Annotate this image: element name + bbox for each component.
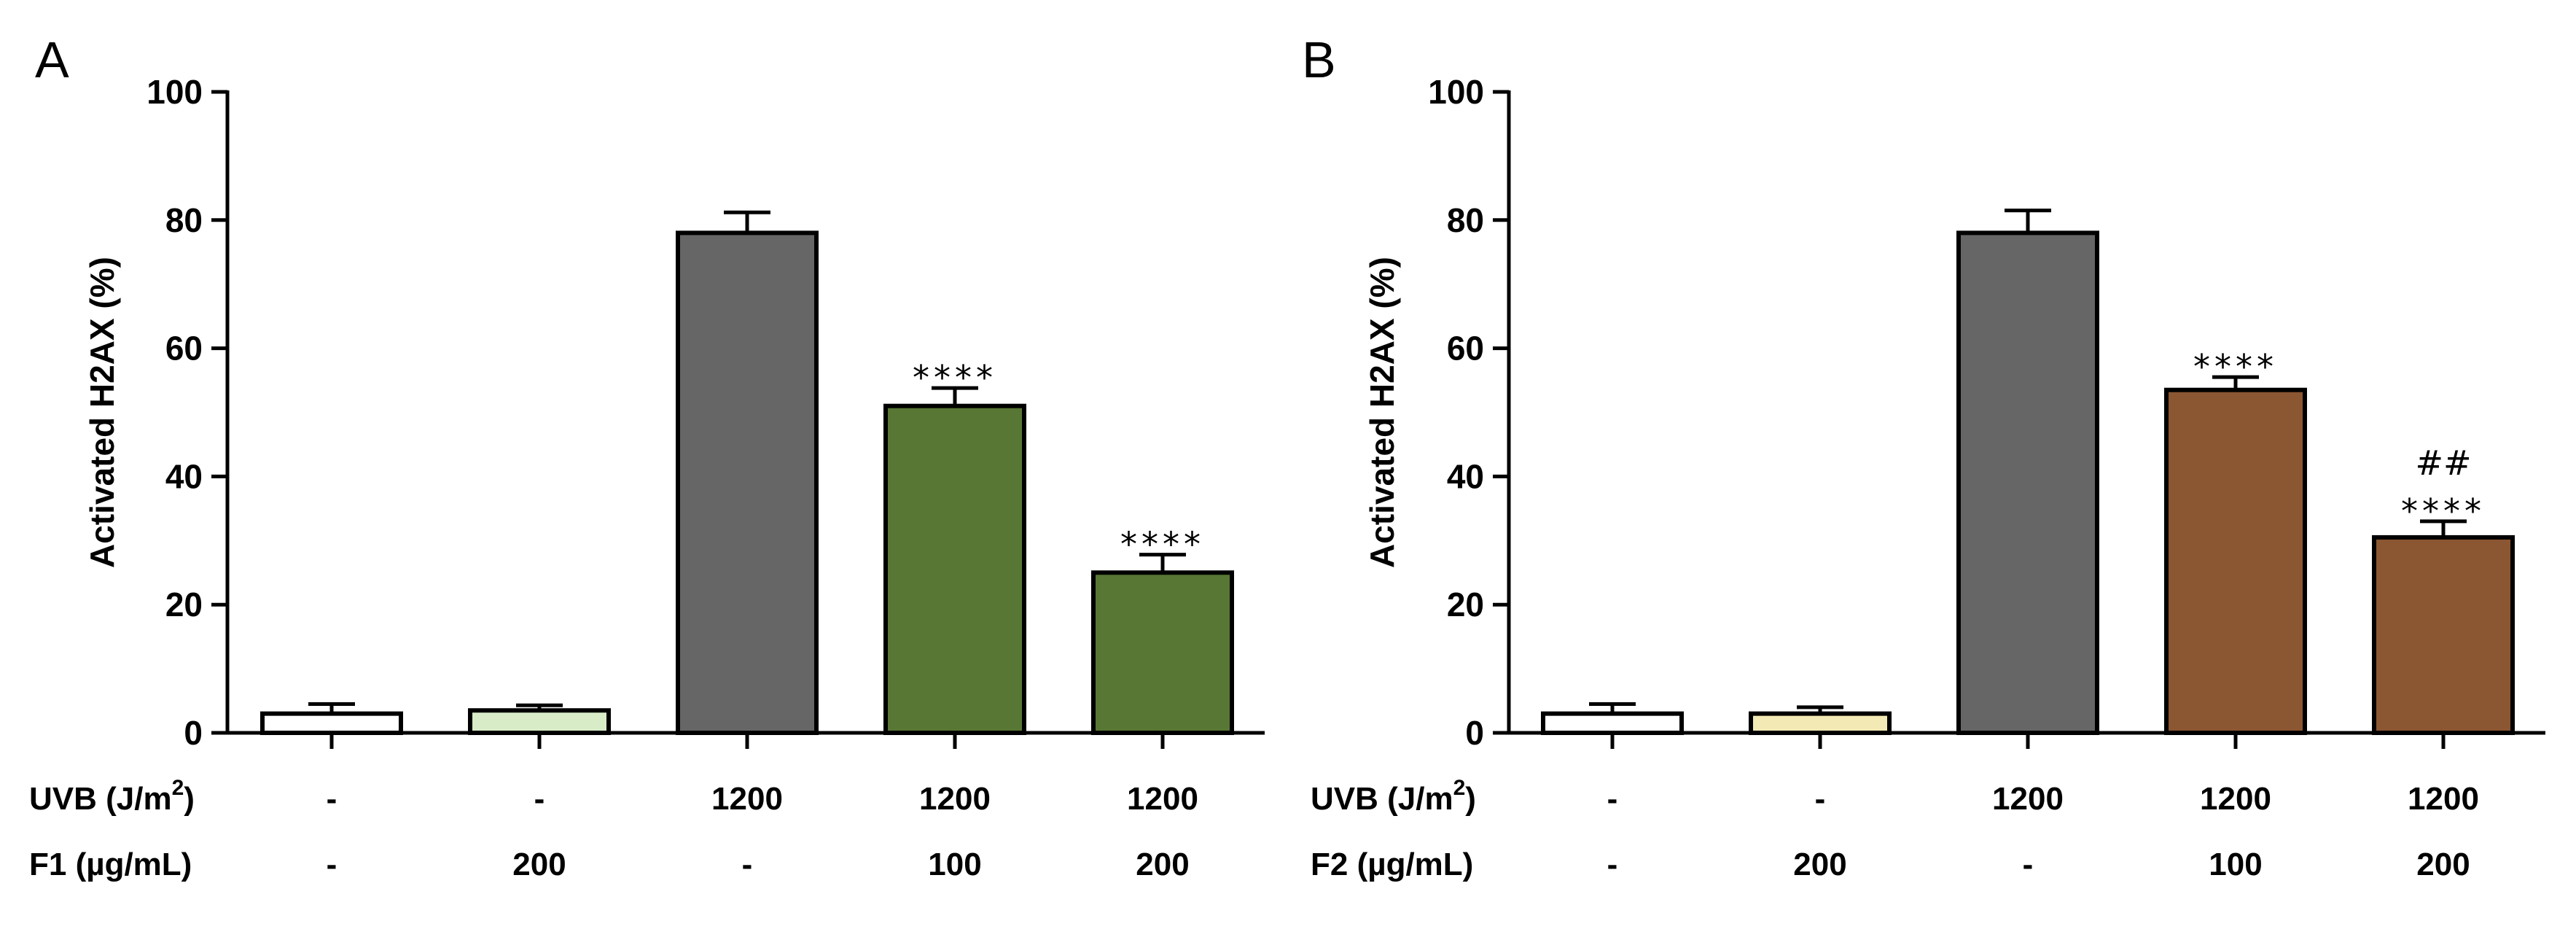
condition-row-label-superscript: 2	[172, 776, 184, 800]
condition-value: 1200	[2408, 781, 2479, 817]
condition-row-label-text: F2 (µg/mL)	[1311, 847, 1473, 882]
y-tick-label: 60	[165, 330, 203, 368]
condition-value: -	[1815, 781, 1826, 817]
significance-label: ****	[2401, 491, 2486, 531]
significance-label: ****	[1120, 525, 1205, 564]
significance-label: ****	[913, 358, 997, 397]
significance-label: ****	[2193, 347, 2278, 386]
y-tick-label: 20	[165, 586, 203, 623]
condition-row-label-text: UVB (J/m	[29, 781, 172, 817]
condition-value: 100	[2209, 847, 2262, 882]
panel-letter: B	[1302, 31, 1336, 88]
bar	[468, 708, 611, 735]
condition-row-label: UVB (J/m2)	[1311, 776, 1476, 817]
bar	[1749, 711, 1892, 736]
bar	[2164, 387, 2307, 735]
condition-row-label: F1 (µg/mL)	[29, 847, 192, 882]
condition-value: -	[2023, 847, 2034, 882]
y-tick-label: 100	[1428, 73, 1484, 111]
condition-value: -	[742, 847, 753, 882]
condition-row-label-text: UVB (J/m	[1311, 781, 1453, 817]
y-tick-label: 100	[147, 73, 203, 111]
bar	[676, 230, 819, 735]
condition-value: -	[534, 781, 545, 817]
bar	[1091, 570, 1234, 735]
y-axis-title: Activated H2AX (%)	[1363, 257, 1401, 568]
condition-row-label-text: F1 (µg/mL)	[29, 847, 192, 882]
bar	[1956, 230, 2099, 735]
bar	[2372, 535, 2515, 736]
condition-row-label-close: )	[1465, 781, 1476, 817]
y-tick-label: 0	[184, 714, 203, 752]
y-axis-title: Activated H2AX (%)	[83, 257, 121, 568]
condition-value: 200	[1793, 847, 1846, 882]
condition-value: 1200	[919, 781, 991, 817]
y-tick-label: 40	[165, 457, 203, 495]
condition-value: 100	[928, 847, 981, 882]
condition-row-label-superscript: 2	[1453, 776, 1466, 800]
chart-panel-b: B Activated H2AX (%) 0 20 40 60 80 100 **** ## ***…	[1302, 31, 2545, 882]
y-tick-label: 80	[1447, 201, 1484, 239]
condition-row-label: F2 (µg/mL)	[1311, 847, 1473, 882]
condition-value: 200	[1136, 847, 1189, 882]
panel-letter: A	[35, 31, 69, 88]
chart-panel-a: A Activated H2AX (%) 0 20 40 60 80 100 **** **** U…	[29, 31, 1265, 882]
condition-value: 1200	[711, 781, 783, 817]
condition-value: -	[1607, 847, 1618, 882]
bar	[883, 403, 1026, 736]
condition-row-label-close: )	[184, 781, 195, 817]
y-tick-label: 40	[1447, 457, 1484, 495]
condition-value: 200	[512, 847, 566, 882]
condition-value: 1200	[2200, 781, 2271, 817]
condition-value: 200	[2416, 847, 2470, 882]
condition-value: -	[1607, 781, 1618, 817]
condition-value: -	[327, 847, 337, 882]
y-tick-label: 0	[1465, 714, 1484, 752]
y-tick-label: 20	[1447, 586, 1484, 623]
bar	[1541, 711, 1684, 736]
y-tick-label: 60	[1447, 330, 1484, 368]
condition-value: 1200	[1992, 781, 2064, 817]
condition-value: -	[327, 781, 337, 817]
y-tick-label: 80	[165, 201, 203, 239]
bar	[260, 711, 403, 736]
condition-row-label: UVB (J/m2)	[29, 776, 195, 817]
significance-label: ##	[2415, 443, 2471, 483]
condition-value: 1200	[1127, 781, 1198, 817]
